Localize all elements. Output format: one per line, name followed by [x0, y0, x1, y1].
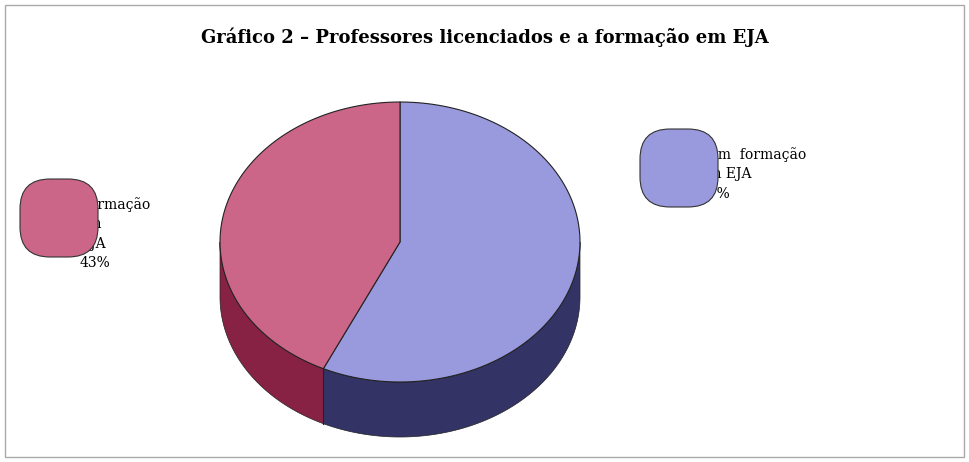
PathPatch shape — [324, 102, 580, 382]
FancyBboxPatch shape — [20, 179, 98, 257]
Text: Sem  formação
em EJA
57%: Sem formação em EJA 57% — [700, 147, 806, 201]
Text: Gráfico 2 – Professores licenciados e a formação em EJA: Gráfico 2 – Professores licenciados e a … — [201, 27, 768, 47]
PathPatch shape — [220, 102, 400, 369]
PathPatch shape — [324, 242, 580, 437]
FancyBboxPatch shape — [640, 129, 718, 207]
PathPatch shape — [220, 242, 324, 424]
Text: Formação
em
EJA
43%: Formação em EJA 43% — [80, 197, 150, 270]
